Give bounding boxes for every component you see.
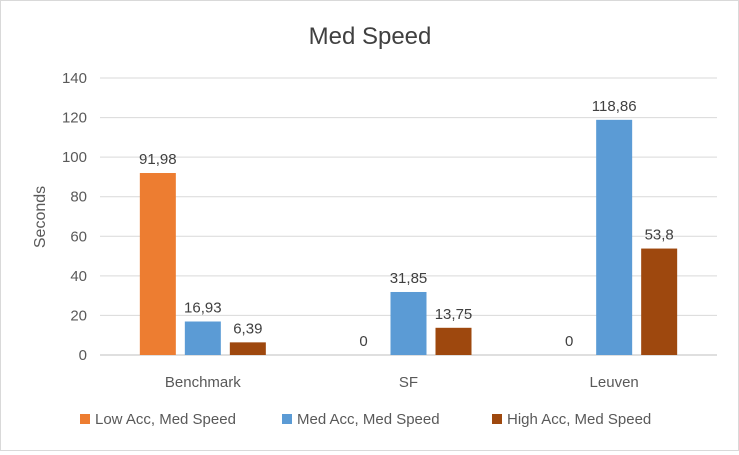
y-tick-label: 80 <box>70 189 87 206</box>
legend: Low Acc, Med Speed Med Acc, Med Speed High… <box>80 411 651 428</box>
data-label: 6,39 <box>233 320 262 337</box>
data-label: 16,93 <box>184 300 222 317</box>
y-tick-label: 140 <box>62 70 87 87</box>
data-label: 0 <box>359 333 367 350</box>
y-tick-label: 20 <box>70 307 87 324</box>
data-label: 0 <box>565 333 573 350</box>
data-label: 31,85 <box>390 270 428 287</box>
y-tick-label: 120 <box>62 110 87 127</box>
y-tick-label: 60 <box>70 228 87 245</box>
data-labels: 91,98 16,93 6,39 0 31,85 13,75 0 118,86 53,8 <box>139 98 674 350</box>
data-label: 118,86 <box>592 98 637 115</box>
legend-label: High Acc, Med Speed <box>507 411 651 428</box>
bar <box>184 321 221 355</box>
bar <box>435 327 472 355</box>
x-category-label: Benchmark <box>165 374 241 391</box>
y-tick-label: 40 <box>70 268 87 285</box>
bar <box>596 119 633 356</box>
bar <box>390 291 427 355</box>
x-category-label: SF <box>399 374 418 391</box>
bar <box>641 248 678 355</box>
legend-label: Med Acc, Med Speed <box>297 411 440 428</box>
y-tick-label: 100 <box>62 149 87 166</box>
bar <box>139 173 176 355</box>
legend-swatch <box>282 414 292 424</box>
x-category-label: Leuven <box>590 374 639 391</box>
data-label: 13,75 <box>435 306 473 323</box>
data-label: 53,8 <box>645 227 674 244</box>
x-axis-categories: Benchmark SF Leuven <box>165 374 639 391</box>
bars <box>139 119 678 356</box>
y-axis-ticks: 0 20 40 60 80 100 120 140 <box>62 70 87 364</box>
chart-title: Med Speed <box>309 23 432 50</box>
legend-swatch <box>492 414 502 424</box>
data-label: 91,98 <box>139 151 177 168</box>
y-axis-label: Seconds <box>32 186 49 248</box>
y-tick-label: 0 <box>79 347 87 364</box>
bar <box>229 342 266 355</box>
gridlines <box>100 77 717 356</box>
legend-label: Low Acc, Med Speed <box>95 411 236 428</box>
legend-swatch <box>80 414 90 424</box>
